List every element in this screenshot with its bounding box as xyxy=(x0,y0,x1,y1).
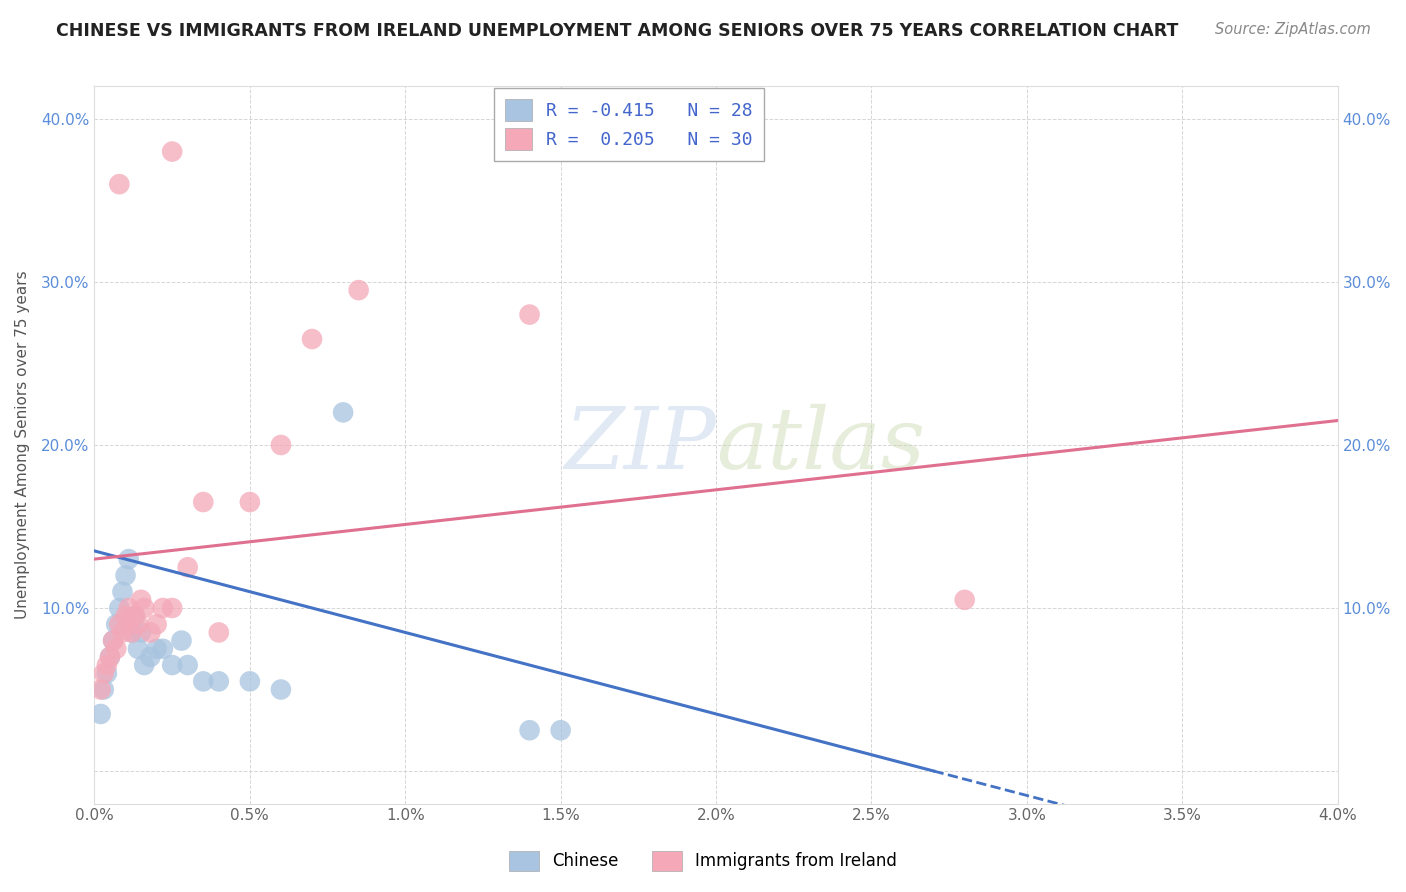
Point xyxy=(519,308,541,322)
Legend: Chinese, Immigrants from Ireland: Chinese, Immigrants from Ireland xyxy=(501,842,905,880)
Point xyxy=(111,625,134,640)
Y-axis label: Unemployment Among Seniors over 75 years: Unemployment Among Seniors over 75 years xyxy=(15,270,30,619)
Point xyxy=(93,666,115,681)
Point xyxy=(139,625,162,640)
Text: CHINESE VS IMMIGRANTS FROM IRELAND UNEMPLOYMENT AMONG SENIORS OVER 75 YEARS CORR: CHINESE VS IMMIGRANTS FROM IRELAND UNEMP… xyxy=(56,22,1178,40)
Point xyxy=(134,601,156,615)
Point xyxy=(160,601,183,615)
Point xyxy=(118,601,141,615)
Point xyxy=(108,617,131,632)
Point xyxy=(953,592,976,607)
Point xyxy=(193,495,215,509)
Point xyxy=(160,658,183,673)
Point xyxy=(139,649,162,664)
Point xyxy=(127,641,149,656)
Point xyxy=(108,601,131,615)
Point xyxy=(114,609,136,624)
Point xyxy=(121,625,143,640)
Point xyxy=(332,405,354,419)
Point xyxy=(347,283,370,297)
Point xyxy=(98,649,121,664)
Point xyxy=(170,633,193,648)
Point xyxy=(105,617,128,632)
Point xyxy=(96,658,118,673)
Point xyxy=(124,609,146,624)
Point xyxy=(93,682,115,697)
Point xyxy=(152,641,174,656)
Point xyxy=(127,617,149,632)
Point xyxy=(124,609,146,624)
Point xyxy=(177,658,200,673)
Point xyxy=(145,617,167,632)
Point xyxy=(108,177,131,191)
Point xyxy=(519,723,541,738)
Point xyxy=(105,641,128,656)
Text: atlas: atlas xyxy=(716,404,925,486)
Point xyxy=(270,438,292,452)
Text: Source: ZipAtlas.com: Source: ZipAtlas.com xyxy=(1215,22,1371,37)
Point xyxy=(121,625,143,640)
Point xyxy=(145,641,167,656)
Point xyxy=(96,666,118,681)
Point xyxy=(550,723,572,738)
Point xyxy=(129,592,152,607)
Point xyxy=(208,674,231,689)
Point xyxy=(193,674,215,689)
Point xyxy=(101,633,124,648)
Point xyxy=(118,552,141,566)
Point xyxy=(177,560,200,574)
Point xyxy=(90,706,112,721)
Point xyxy=(301,332,323,346)
Point xyxy=(114,568,136,582)
Text: ZIP: ZIP xyxy=(564,404,716,486)
Point xyxy=(111,584,134,599)
Point xyxy=(239,495,262,509)
Point xyxy=(129,625,152,640)
Point xyxy=(152,601,174,615)
Point xyxy=(90,682,112,697)
Point xyxy=(270,682,292,697)
Point xyxy=(101,633,124,648)
Point xyxy=(208,625,231,640)
Point xyxy=(239,674,262,689)
Point xyxy=(160,145,183,159)
Legend: R = -0.415   N = 28, R =  0.205   N = 30: R = -0.415 N = 28, R = 0.205 N = 30 xyxy=(494,88,763,161)
Point xyxy=(134,658,156,673)
Point xyxy=(98,649,121,664)
